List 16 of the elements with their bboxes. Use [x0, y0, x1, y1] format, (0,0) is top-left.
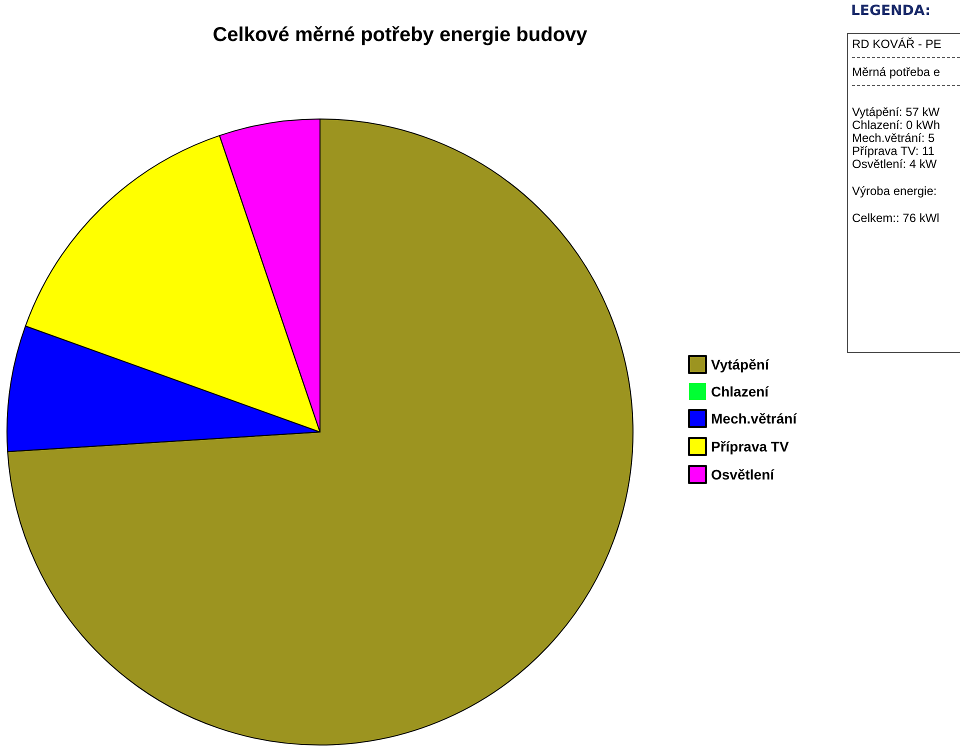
text: Celkem:: 76 kWl: [852, 211, 940, 225]
text: Výroba energie:: [852, 184, 938, 198]
chart-title: Celkové měrné potřeby energie budovy: [212, 24, 588, 46]
text: Chlazení: 0 kWh: [852, 118, 942, 132]
text: LEGENDA:: [851, 3, 931, 19]
legend-label: Mech.větrání: [711, 410, 798, 426]
text: Měrná potřeba e: [852, 65, 942, 79]
legend-label: Chlazení: [711, 384, 770, 400]
text: Příprava TV: 11: [852, 144, 936, 158]
legend-label: Příprava TV: [711, 438, 790, 454]
legend-label: Vytápění: [711, 356, 770, 372]
text: Osvětlení: 4 kW: [852, 157, 938, 171]
text: Mech.větrání: 5: [852, 131, 936, 145]
text: RD KOVÁŘ - PE: [852, 37, 942, 51]
legend-label: Osvětlení: [711, 466, 776, 482]
text: Vytápění: 57 kW: [852, 105, 941, 119]
